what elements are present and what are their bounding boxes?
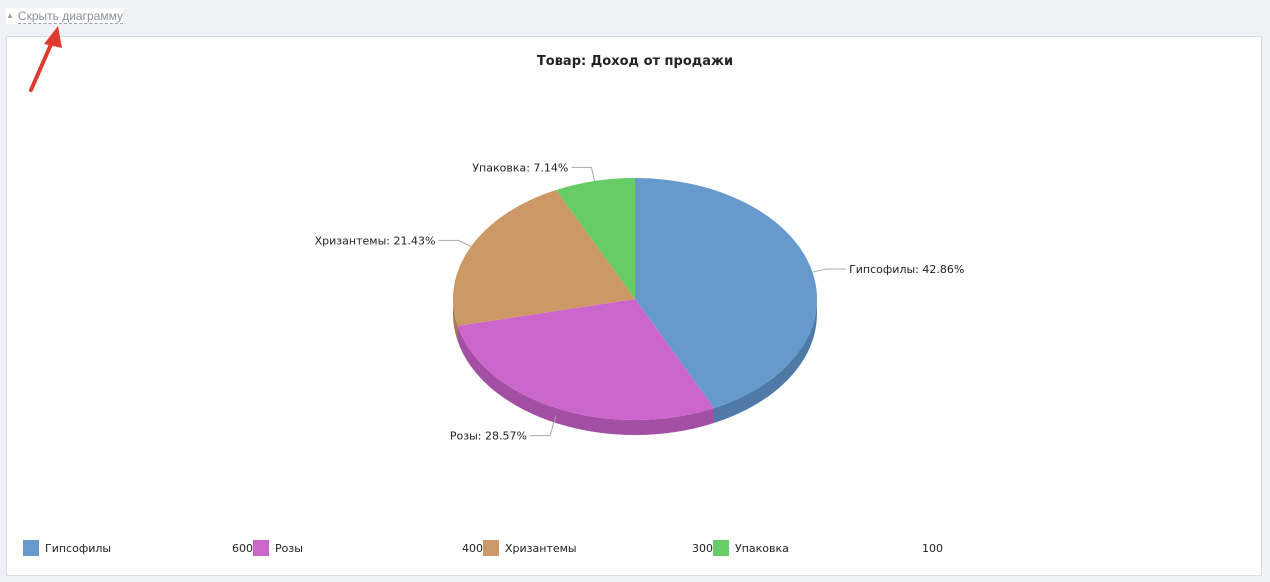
- pie-slice-0[interactable]: [635, 178, 818, 409]
- pie-data-label-2: Хризантемы: 21.43%: [315, 234, 436, 247]
- legend-value: 300: [692, 541, 713, 555]
- legend-value: 400: [462, 541, 483, 555]
- hide-chart-label: Скрыть диаграмму: [17, 8, 123, 24]
- pie-data-label-0: Гипсофилы: 42.86%: [849, 263, 964, 276]
- chart-title: Товар: Доход от продажи: [537, 54, 733, 69]
- legend-value: 600: [232, 541, 253, 555]
- pie-data-label-3: Упаковка: 7.14%: [472, 161, 568, 174]
- legend-label: Хризантемы: [505, 541, 577, 555]
- legend-item-1[interactable]: Розы 400: [253, 540, 483, 556]
- legend-value: 100: [922, 541, 943, 555]
- legend-swatch: [253, 540, 269, 556]
- pie-label-leader-1: [529, 415, 557, 437]
- pie-label-leader-0: [812, 268, 847, 273]
- chart-card: Товар: Доход от продажи Гипсофилы: 42.86…: [6, 36, 1262, 576]
- pie-slice-side-1: [457, 325, 714, 436]
- hide-chart-toggle[interactable]: ▲ Скрыть диаграмму: [6, 8, 123, 24]
- pie-slice-side-2: [453, 299, 458, 341]
- pie-chart: Товар: Доход от продажи Гипсофилы: 42.86…: [315, 54, 965, 443]
- legend-swatch: [483, 540, 499, 556]
- chart-legend: Гипсофилы 600 Розы 400 Хризантемы 300 Упаковка…: [23, 540, 943, 556]
- pie-slice-side-0: [713, 299, 817, 424]
- legend-swatch: [713, 540, 729, 556]
- legend-swatch: [23, 540, 39, 556]
- pie-slice-3[interactable]: [556, 178, 635, 299]
- legend-label: Упаковка: [735, 541, 789, 555]
- pie-slice-1[interactable]: [457, 299, 714, 420]
- pie-data-label-1: Розы: 28.57%: [450, 430, 527, 443]
- chevron-up-icon: ▲: [6, 11, 14, 20]
- legend-label: Розы: [275, 541, 303, 555]
- pie-slice-2[interactable]: [452, 189, 635, 326]
- pie-label-leader-2: [438, 239, 472, 247]
- pie-label-leader-3: [571, 166, 595, 182]
- legend-item-0[interactable]: Гипсофилы 600: [23, 540, 253, 556]
- legend-label: Гипсофилы: [45, 541, 112, 555]
- legend-item-2[interactable]: Хризантемы 300: [483, 540, 713, 556]
- legend-item-3[interactable]: Упаковка 100: [713, 540, 943, 556]
- top-strip: [0, 0, 1270, 6]
